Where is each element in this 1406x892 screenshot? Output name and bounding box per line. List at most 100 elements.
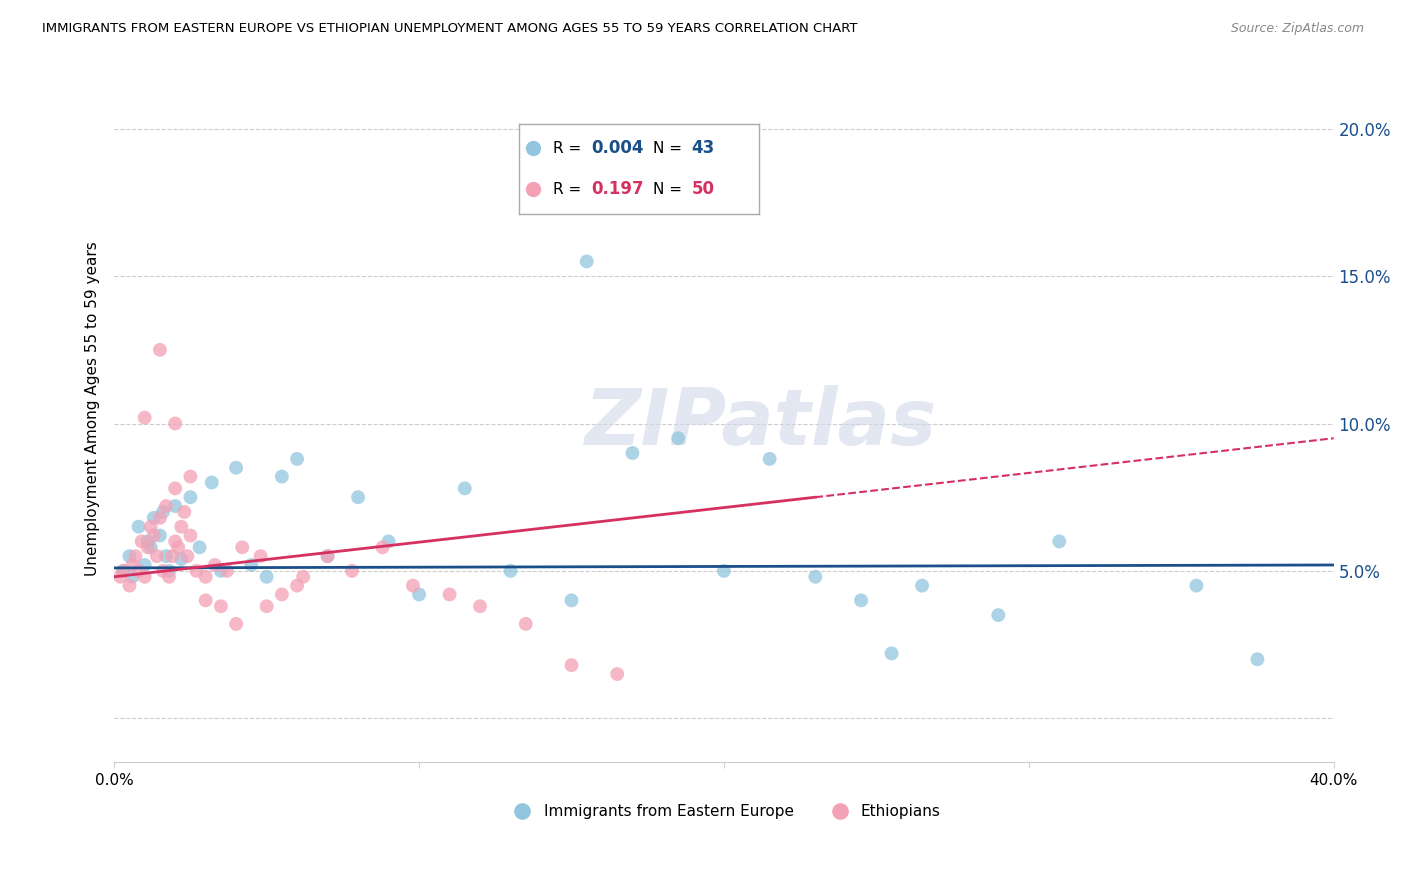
Point xyxy=(170,552,193,566)
Point xyxy=(160,549,183,563)
Text: R =: R = xyxy=(553,182,591,197)
Point xyxy=(515,616,537,631)
Point xyxy=(124,549,146,563)
Point xyxy=(666,431,689,445)
Point xyxy=(152,564,174,578)
Text: 50: 50 xyxy=(692,180,714,198)
Point xyxy=(316,549,339,563)
Point xyxy=(316,549,339,563)
Point xyxy=(270,587,292,601)
Point xyxy=(270,469,292,483)
Point xyxy=(165,481,187,495)
Point xyxy=(165,499,187,513)
Point xyxy=(911,579,934,593)
Text: 0.197: 0.197 xyxy=(591,180,644,198)
Point xyxy=(165,417,187,431)
Point xyxy=(134,570,156,584)
Point xyxy=(128,519,150,533)
Text: R =: R = xyxy=(553,141,586,156)
Point xyxy=(209,599,232,614)
Point xyxy=(849,593,872,607)
Point xyxy=(128,564,150,578)
Point xyxy=(155,549,177,563)
Point xyxy=(713,564,735,578)
Point xyxy=(454,481,477,495)
Point xyxy=(139,519,162,533)
Point xyxy=(121,558,143,572)
Point xyxy=(499,564,522,578)
Point xyxy=(204,558,226,572)
Point xyxy=(606,667,628,681)
Point xyxy=(173,505,195,519)
Point xyxy=(118,579,141,593)
Point xyxy=(149,343,172,357)
Point xyxy=(347,490,370,504)
Point xyxy=(285,451,308,466)
Point xyxy=(149,528,172,542)
Point xyxy=(186,564,208,578)
Point xyxy=(112,564,135,578)
Point xyxy=(118,549,141,563)
Text: IMMIGRANTS FROM EASTERN EUROPE VS ETHIOPIAN UNEMPLOYMENT AMONG AGES 55 TO 59 YEA: IMMIGRANTS FROM EASTERN EUROPE VS ETHIOP… xyxy=(42,22,858,36)
Point xyxy=(1246,652,1268,666)
Point xyxy=(121,570,143,584)
Point xyxy=(157,564,180,578)
Point xyxy=(1185,579,1208,593)
Legend: Immigrants from Eastern Europe, Ethiopians: Immigrants from Eastern Europe, Ethiopia… xyxy=(501,798,946,825)
Point xyxy=(209,564,232,578)
Point xyxy=(179,469,201,483)
Point xyxy=(377,534,399,549)
Text: N =: N = xyxy=(654,182,688,197)
Point xyxy=(201,475,224,490)
Point xyxy=(468,599,491,614)
Point xyxy=(439,587,461,601)
Point xyxy=(131,534,153,549)
Point xyxy=(194,593,217,607)
Text: N =: N = xyxy=(654,141,688,156)
Point xyxy=(256,570,278,584)
Point xyxy=(240,558,263,572)
Point xyxy=(134,558,156,572)
Text: 0.004: 0.004 xyxy=(591,139,644,157)
Y-axis label: Unemployment Among Ages 55 to 59 years: Unemployment Among Ages 55 to 59 years xyxy=(86,242,100,576)
Point xyxy=(249,549,271,563)
Point xyxy=(157,570,180,584)
Point xyxy=(139,541,162,555)
Point xyxy=(987,608,1010,623)
Point xyxy=(176,549,198,563)
Point xyxy=(155,499,177,513)
Point xyxy=(146,549,169,563)
Point xyxy=(170,519,193,533)
Text: Source: ZipAtlas.com: Source: ZipAtlas.com xyxy=(1230,22,1364,36)
Point xyxy=(165,534,187,549)
Point xyxy=(142,511,165,525)
Point xyxy=(188,541,211,555)
Point xyxy=(136,541,159,555)
Point xyxy=(560,658,582,673)
Point xyxy=(371,541,394,555)
Text: 43: 43 xyxy=(692,139,714,157)
Point xyxy=(112,564,135,578)
Text: ZIPatlas: ZIPatlas xyxy=(585,385,936,461)
Point xyxy=(804,570,827,584)
Point xyxy=(575,254,598,268)
Point xyxy=(231,541,253,555)
Point xyxy=(167,541,190,555)
Point xyxy=(179,528,201,542)
Point xyxy=(134,410,156,425)
Point xyxy=(110,570,132,584)
Point xyxy=(194,570,217,584)
Point xyxy=(1047,534,1070,549)
Point xyxy=(149,511,172,525)
Point xyxy=(256,599,278,614)
Point xyxy=(179,490,201,504)
Point xyxy=(560,593,582,607)
Point xyxy=(285,579,308,593)
Point xyxy=(142,528,165,542)
Point xyxy=(758,451,780,466)
Point xyxy=(408,587,430,601)
Point xyxy=(402,579,425,593)
Point xyxy=(225,616,247,631)
Point xyxy=(215,564,238,578)
Point xyxy=(880,647,903,661)
